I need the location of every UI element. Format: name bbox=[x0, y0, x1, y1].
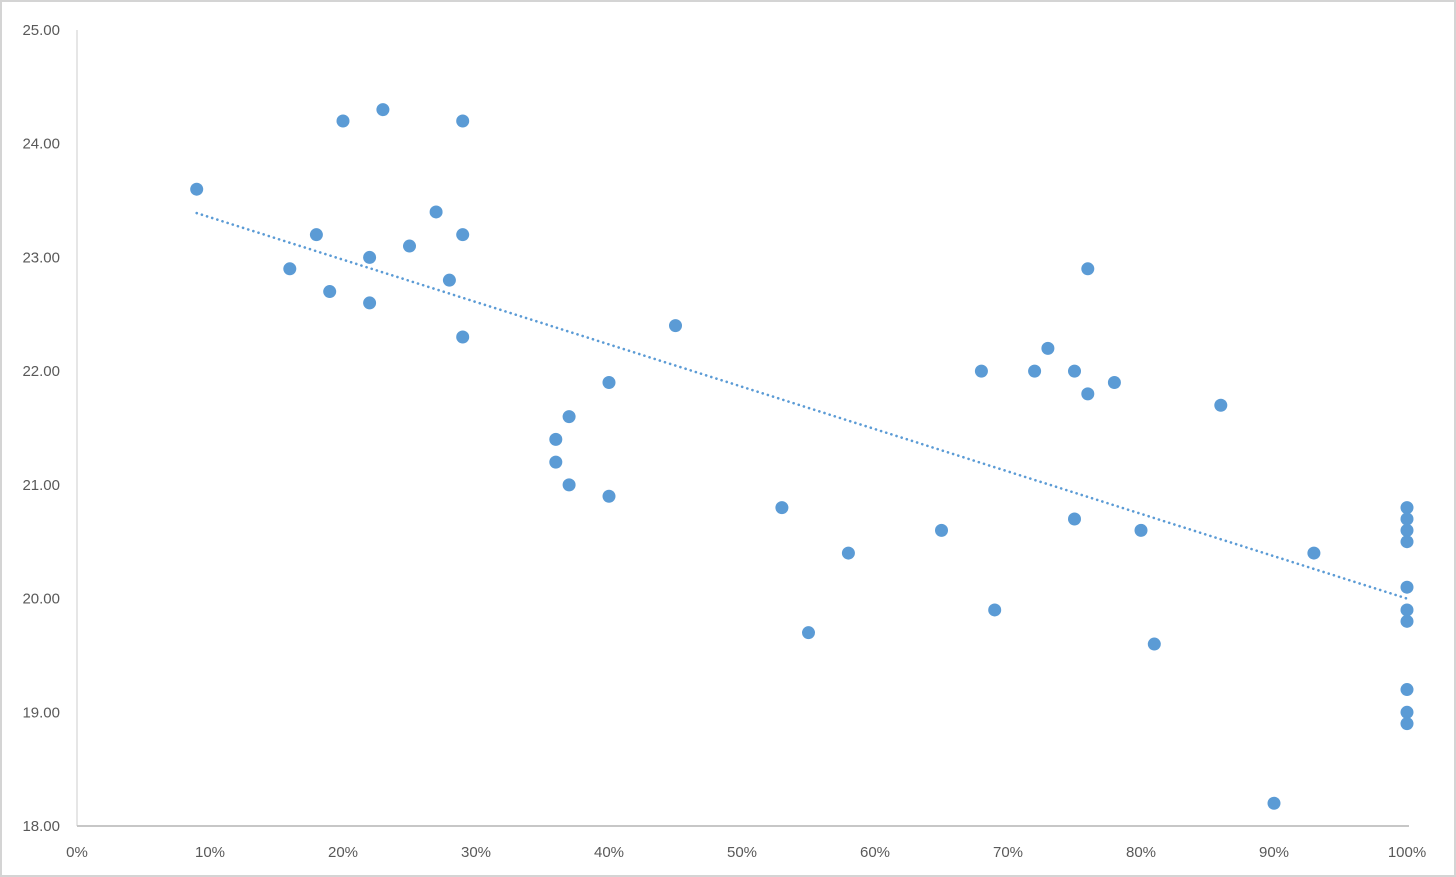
data-point bbox=[323, 285, 337, 299]
data-point bbox=[1134, 523, 1148, 537]
data-point bbox=[1028, 364, 1042, 378]
data-point bbox=[974, 364, 988, 378]
data-point bbox=[429, 205, 443, 219]
data-point bbox=[376, 103, 390, 117]
data-point bbox=[1267, 796, 1281, 810]
data-point bbox=[1147, 637, 1161, 651]
data-point bbox=[363, 296, 377, 310]
y-axis-tick-label: 21.00 bbox=[22, 477, 60, 494]
data-point bbox=[283, 262, 297, 276]
data-point bbox=[935, 523, 948, 537]
x-axis-tick-label: 30% bbox=[461, 844, 491, 861]
x-axis-tick-label: 0% bbox=[66, 844, 88, 861]
y-axis-tick-label: 25.00 bbox=[22, 22, 60, 39]
x-axis-tick-label: 80% bbox=[1126, 844, 1156, 861]
x-axis-tick-label: 70% bbox=[993, 844, 1023, 861]
data-point bbox=[336, 114, 350, 128]
data-point bbox=[562, 478, 576, 492]
data-point bbox=[1400, 614, 1414, 628]
data-point bbox=[1081, 387, 1095, 401]
data-point bbox=[1400, 705, 1414, 719]
x-axis-tick-label: 40% bbox=[594, 844, 624, 861]
x-axis-tick-label: 50% bbox=[727, 844, 757, 861]
data-point bbox=[190, 182, 204, 196]
data-point bbox=[602, 376, 616, 390]
data-point bbox=[1400, 523, 1414, 537]
data-point bbox=[1400, 603, 1414, 617]
data-point bbox=[442, 273, 456, 287]
data-point bbox=[1107, 376, 1121, 390]
data-point bbox=[549, 432, 563, 446]
x-axis-tick-label: 20% bbox=[328, 844, 358, 861]
data-point bbox=[775, 501, 789, 515]
data-point bbox=[602, 489, 616, 503]
data-point bbox=[1400, 580, 1414, 594]
y-axis-tick-label: 19.00 bbox=[22, 704, 60, 721]
trendline bbox=[195, 211, 1409, 600]
data-point bbox=[562, 410, 576, 424]
data-point bbox=[669, 319, 682, 333]
data-point bbox=[1307, 546, 1321, 560]
data-point bbox=[988, 603, 1002, 617]
data-point bbox=[1041, 341, 1055, 355]
data-point bbox=[1400, 535, 1414, 549]
data-point bbox=[1068, 512, 1081, 526]
y-axis-tick-label: 18.00 bbox=[22, 818, 60, 835]
data-point bbox=[309, 228, 323, 242]
y-axis-tick-label: 23.00 bbox=[22, 249, 60, 266]
x-axis-tick-label: 10% bbox=[195, 844, 225, 861]
x-axis-tick-label: 60% bbox=[860, 844, 890, 861]
data-point bbox=[1068, 364, 1081, 378]
data-point bbox=[802, 626, 815, 640]
data-point bbox=[1400, 717, 1414, 731]
y-axis-tick-label: 24.00 bbox=[22, 136, 60, 153]
x-axis-tick-label: 100% bbox=[1388, 844, 1426, 861]
data-point bbox=[456, 330, 470, 344]
data-point bbox=[456, 114, 470, 128]
data-point bbox=[456, 228, 470, 242]
data-point bbox=[1081, 262, 1095, 276]
data-point bbox=[1400, 501, 1414, 515]
y-axis-tick-label: 20.00 bbox=[22, 591, 60, 608]
data-point bbox=[1400, 512, 1414, 526]
data-point bbox=[403, 239, 416, 253]
data-point bbox=[549, 455, 563, 469]
data-point bbox=[1400, 683, 1414, 697]
data-point bbox=[1214, 398, 1228, 412]
y-axis-tick-label: 22.00 bbox=[22, 363, 60, 380]
data-point bbox=[841, 546, 855, 560]
data-point bbox=[363, 250, 377, 264]
x-axis-tick-label: 90% bbox=[1259, 844, 1289, 861]
